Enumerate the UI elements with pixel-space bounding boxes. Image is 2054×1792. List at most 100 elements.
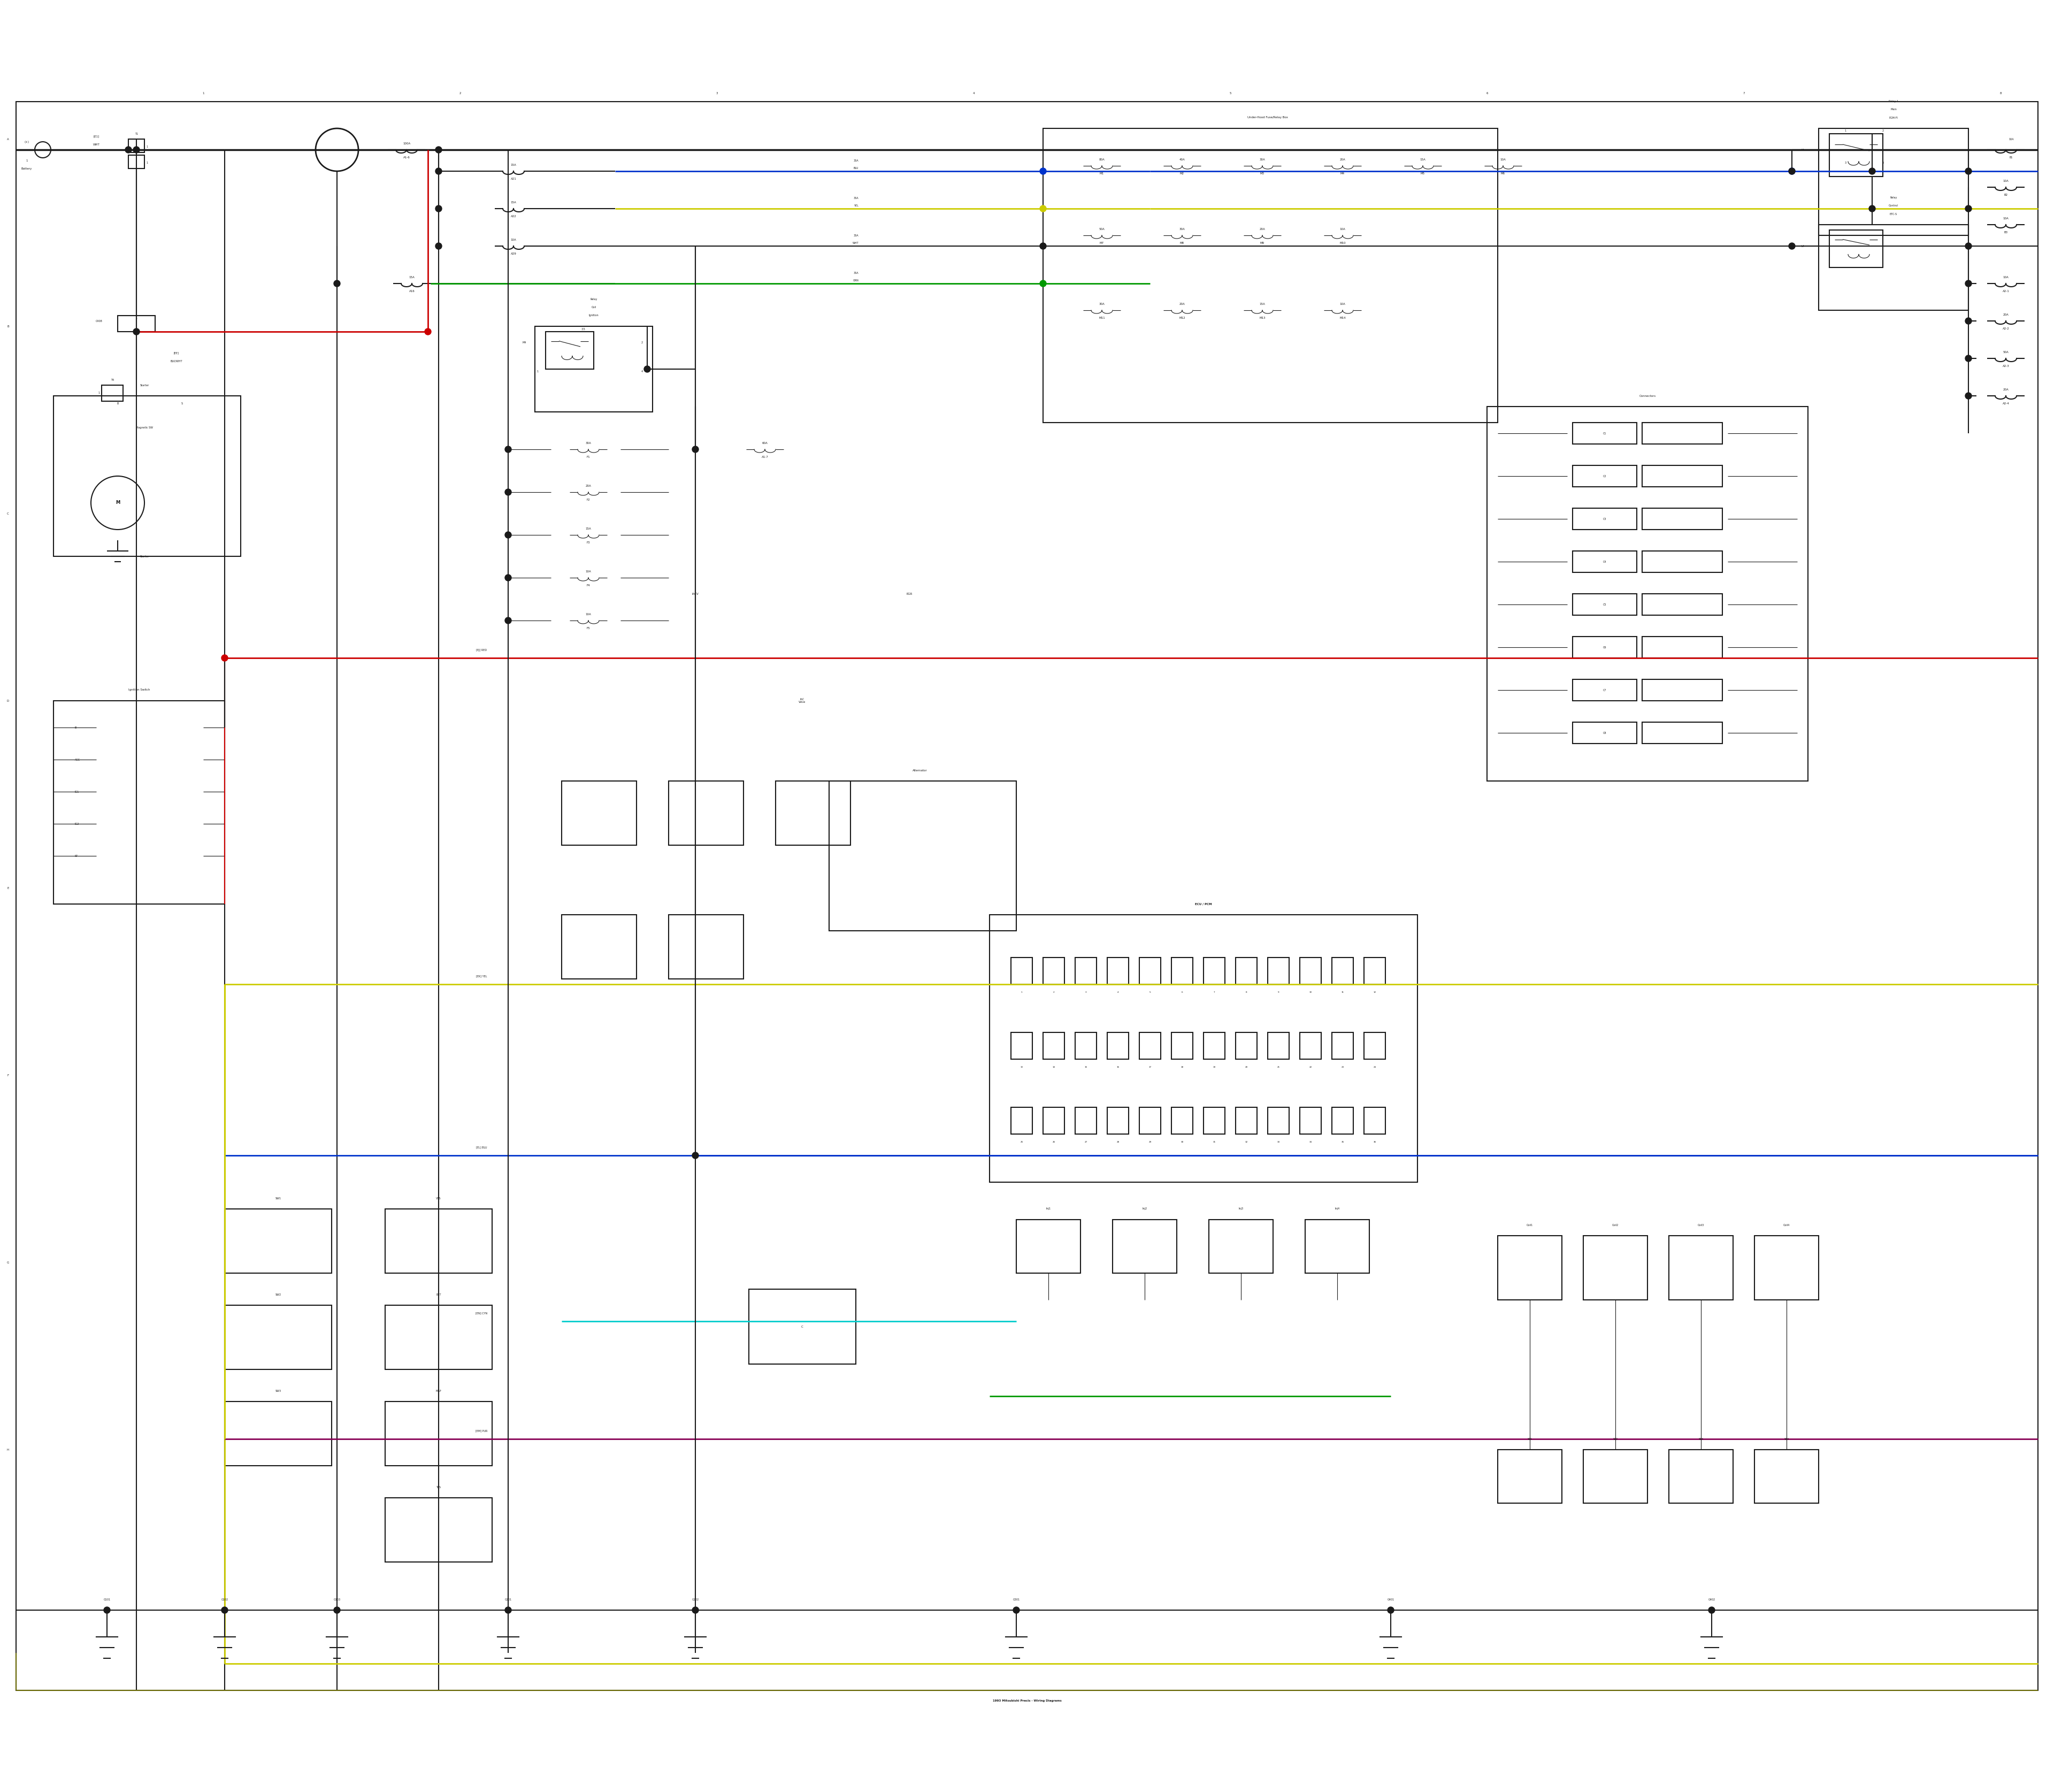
Bar: [1011, 1107, 1033, 1134]
Text: M13: M13: [1259, 317, 1265, 319]
Text: Starter: Starter: [140, 383, 150, 387]
Text: 10: 10: [1308, 991, 1313, 993]
Text: G: G: [6, 1262, 8, 1263]
Text: 1993 Mitsubishi Precis - Wiring Diagrams: 1993 Mitsubishi Precis - Wiring Diagrams: [992, 1701, 1062, 1702]
Bar: [1364, 1032, 1384, 1059]
Bar: [224, 1210, 331, 1272]
Text: Coil1: Coil1: [1526, 1224, 1532, 1226]
Bar: [1641, 509, 1723, 530]
Text: M12: M12: [1179, 317, 1185, 319]
Text: [E1]: [E1]: [92, 134, 99, 138]
Text: 50A: 50A: [2003, 351, 2009, 353]
Text: G402: G402: [1709, 1598, 1715, 1600]
Bar: [1267, 957, 1290, 984]
Text: BLK/WHT: BLK/WHT: [170, 360, 183, 362]
Circle shape: [125, 147, 131, 152]
Bar: [53, 396, 240, 556]
Text: 20A: 20A: [585, 484, 592, 487]
Bar: [1204, 957, 1224, 984]
Circle shape: [1389, 1607, 1395, 1613]
Text: 10A: 10A: [511, 238, 516, 240]
Circle shape: [1966, 317, 1972, 324]
Text: 10A: 10A: [2003, 179, 2009, 183]
Text: Inj4: Inj4: [1335, 1208, 1339, 1210]
Text: G102: G102: [222, 1598, 228, 1600]
Circle shape: [333, 1607, 341, 1613]
Text: M: M: [115, 500, 119, 505]
Text: 35A: 35A: [852, 235, 859, 237]
Bar: [1043, 1032, 1064, 1059]
Circle shape: [692, 446, 698, 453]
Text: GRN: GRN: [852, 280, 859, 281]
Text: B3: B3: [2005, 231, 2007, 235]
Text: BLU: BLU: [852, 167, 859, 170]
Circle shape: [222, 1607, 228, 1613]
Bar: [1237, 957, 1257, 984]
Text: ACC: ACC: [74, 758, 80, 762]
Text: SW2: SW2: [275, 1294, 281, 1296]
Bar: [1487, 407, 1808, 781]
Text: Coil: Coil: [592, 306, 596, 308]
Bar: [101, 385, 123, 401]
Text: G401: G401: [1386, 1598, 1395, 1600]
Bar: [1641, 466, 1723, 487]
Bar: [1641, 722, 1723, 744]
Text: 12: 12: [1374, 991, 1376, 993]
Text: 22: 22: [1308, 1066, 1313, 1068]
Text: 35A: 35A: [852, 271, 859, 274]
Text: 40A: 40A: [1179, 158, 1185, 161]
Text: 20A: 20A: [1179, 303, 1185, 305]
Text: 28: 28: [1117, 1142, 1119, 1143]
Text: A22: A22: [511, 215, 516, 219]
Bar: [1573, 509, 1637, 530]
Bar: [1043, 1107, 1064, 1134]
Text: G301: G301: [1013, 1598, 1021, 1600]
Bar: [1011, 1032, 1033, 1059]
Text: IG1: IG1: [74, 790, 80, 794]
Text: 31: 31: [1212, 1142, 1216, 1143]
Text: Relay: Relay: [1890, 197, 1898, 199]
Text: ECT: ECT: [435, 1294, 442, 1296]
Text: M7: M7: [1099, 242, 1105, 246]
Circle shape: [1013, 1607, 1019, 1613]
Text: F2: F2: [587, 498, 589, 502]
Bar: [1043, 129, 1497, 423]
Text: M4: M4: [522, 340, 526, 344]
Text: L1: L1: [1801, 149, 1803, 151]
Text: M8: M8: [1179, 242, 1185, 246]
Bar: [670, 781, 744, 846]
Bar: [1573, 679, 1637, 701]
Text: Coil4: Coil4: [1783, 1224, 1789, 1226]
Text: Coil3: Coil3: [1699, 1224, 1705, 1226]
Text: 20A: 20A: [2003, 314, 2009, 315]
Bar: [1668, 1236, 1734, 1299]
Bar: [1497, 1450, 1561, 1503]
Text: M9: M9: [1261, 242, 1265, 246]
Bar: [224, 1305, 331, 1369]
Text: Ignition Switch: Ignition Switch: [127, 688, 150, 692]
Text: B2: B2: [2005, 194, 2007, 197]
Text: C2: C2: [1602, 475, 1606, 477]
Text: SW3: SW3: [275, 1389, 281, 1392]
Text: 14: 14: [1052, 1066, 1056, 1068]
Bar: [1573, 423, 1637, 444]
Text: IG2: IG2: [74, 823, 80, 824]
Circle shape: [1789, 168, 1795, 174]
Text: VSS: VSS: [435, 1197, 442, 1199]
Text: 10A: 10A: [585, 613, 592, 615]
Text: A21: A21: [511, 177, 516, 181]
Text: 16: 16: [1117, 1066, 1119, 1068]
Text: EGR: EGR: [906, 593, 912, 595]
Text: C3: C3: [1602, 518, 1606, 520]
Circle shape: [505, 1607, 511, 1613]
Bar: [386, 1498, 493, 1563]
Text: IAC
Valve: IAC Valve: [799, 697, 805, 704]
Bar: [1140, 1032, 1161, 1059]
Bar: [1304, 1220, 1370, 1272]
Bar: [1011, 957, 1033, 984]
Text: PGM-FI: PGM-FI: [1890, 116, 1898, 118]
Text: 21: 21: [1278, 1066, 1280, 1068]
Text: M5: M5: [1421, 172, 1425, 176]
Text: [EM] PUR: [EM] PUR: [474, 1430, 487, 1432]
Text: Inj3: Inj3: [1239, 1208, 1243, 1210]
